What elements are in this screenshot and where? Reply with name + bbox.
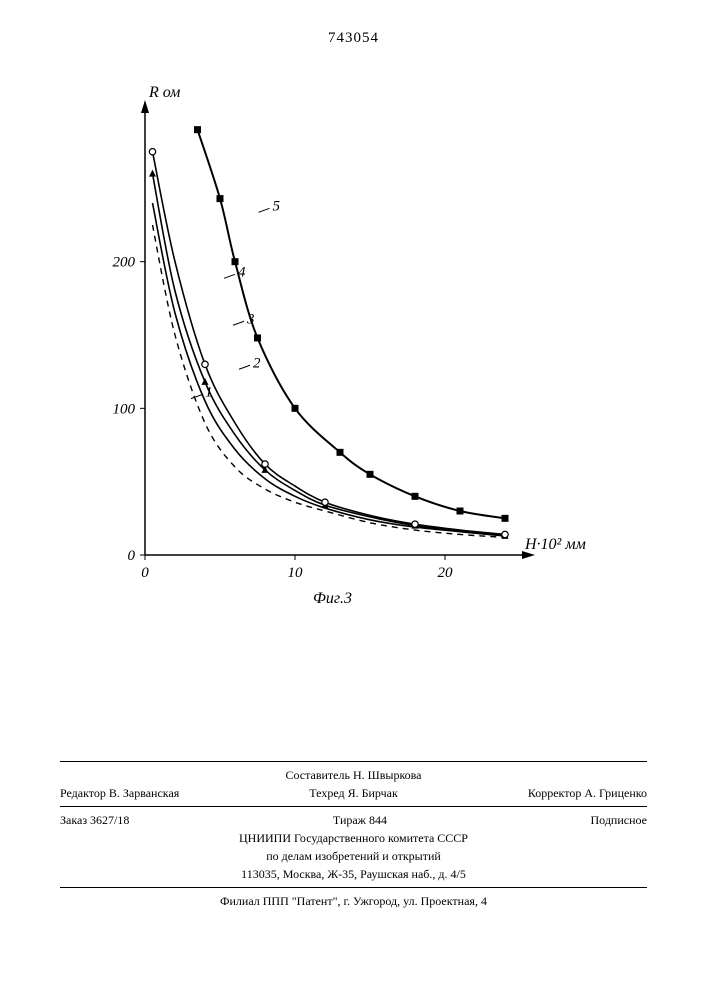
svg-text:R ом: R ом (148, 84, 180, 101)
footer-subscription: Подписное (591, 811, 648, 829)
svg-text:20: 20 (438, 565, 454, 581)
footer-org2: по делам изобретений и открытий (60, 847, 647, 865)
svg-text:Фиг.3: Фиг.3 (313, 590, 352, 607)
svg-text:100: 100 (113, 401, 136, 417)
footer: Составитель Н. Швыркова Редактор В. Зарв… (60, 757, 647, 910)
page-number: 743054 (0, 30, 707, 47)
svg-text:0: 0 (128, 548, 136, 564)
footer-order: Заказ 3627/18 (60, 811, 129, 829)
footer-corrector: Корректор А. Гриценко (528, 784, 647, 802)
svg-text:0: 0 (141, 565, 149, 581)
footer-editor: Редактор В. Зарванская (60, 784, 179, 802)
footer-compiler: Составитель Н. Швыркова (60, 766, 647, 784)
svg-text:4: 4 (238, 264, 246, 280)
svg-text:2: 2 (253, 355, 261, 371)
footer-tirage: Тираж 844 (333, 811, 387, 829)
chart: 0 100 200 0 10 20 R ом Н·10² мм Фиг.3 1 2 3 4 5 (90, 80, 590, 630)
footer-branch: Филиал ППП "Патент", г. Ужгород, ул. Про… (60, 892, 647, 910)
footer-address: 113035, Москва, Ж-35, Раушская наб., д. … (60, 865, 647, 883)
svg-text:10: 10 (288, 565, 304, 581)
svg-text:200: 200 (113, 255, 136, 271)
svg-text:1: 1 (205, 385, 213, 401)
svg-text:3: 3 (246, 311, 255, 327)
svg-text:5: 5 (273, 198, 281, 214)
footer-techred: Техред Я. Бирчак (309, 784, 398, 802)
footer-org1: ЦНИИПИ Государственного комитета СССР (60, 829, 647, 847)
svg-text:Н·10² мм: Н·10² мм (524, 536, 586, 553)
